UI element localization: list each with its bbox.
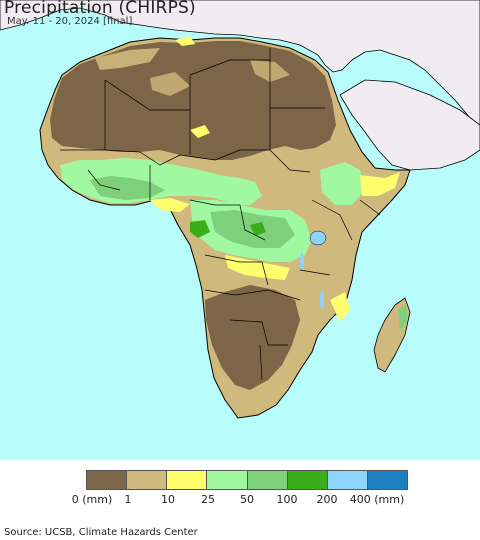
lake-malawi [320,290,324,310]
legend-label: 0 (mm) [71,493,113,506]
legend-swatch-1mm [127,471,168,489]
legend-labels: 0 (mm) 1 10 25 50 100 200 400 (mm) [0,493,480,507]
legend-swatch-10mm [167,471,208,489]
lake-victoria [309,230,327,246]
lake-tanganyika [300,252,304,272]
legend-swatch-50mm [247,471,288,489]
legend-label: 1 [124,493,132,506]
legend-swatch-100mm [287,471,328,489]
legend-swatch-400mm [367,471,407,489]
legend-swatch-25mm [207,471,248,489]
europe-middle-east-landmass [0,0,480,136]
country-borders [60,48,381,381]
southern-africa-dry-region [205,285,300,390]
legend-label: 10 [161,493,175,506]
legend-label: 400 (mm) [349,493,405,506]
source-credit: Source: UCSB, Climate Hazards Center [4,527,198,538]
map-subtitle: May. 11 - 20, 2024 [final] [7,16,133,27]
arabian-peninsula [339,79,480,171]
ethiopia-highlands [320,162,365,205]
precipitation-map: Precipitation (CHIRPS) May. 11 - 20, 202… [0,0,480,460]
legend-swatch-0mm [87,471,128,489]
map-title: Precipitation (CHIRPS) [4,0,196,18]
legend-swatch-200mm [327,471,368,489]
legend-label: 50 [240,493,254,506]
legend-label: 200 [316,493,338,506]
color-legend [86,470,408,490]
legend-label: 25 [201,493,215,506]
legend-label: 100 [276,493,298,506]
